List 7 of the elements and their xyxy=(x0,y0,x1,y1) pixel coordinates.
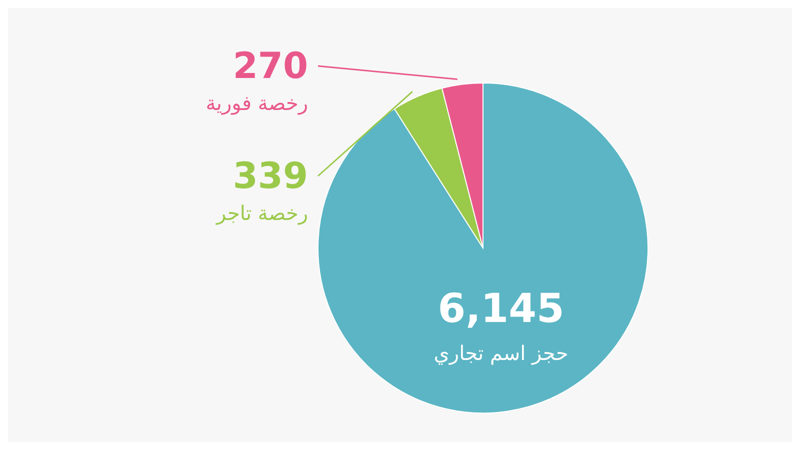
data-label: 270 xyxy=(232,46,308,87)
slice-label: حجز اسم تجاري xyxy=(434,341,568,366)
data-label: 6,145 xyxy=(438,286,564,332)
slice-label: رخصة تاجر xyxy=(215,201,308,225)
pie-slice xyxy=(318,82,648,414)
data-label: 339 xyxy=(232,156,308,197)
slice-label: رخصة فورية xyxy=(206,91,308,115)
